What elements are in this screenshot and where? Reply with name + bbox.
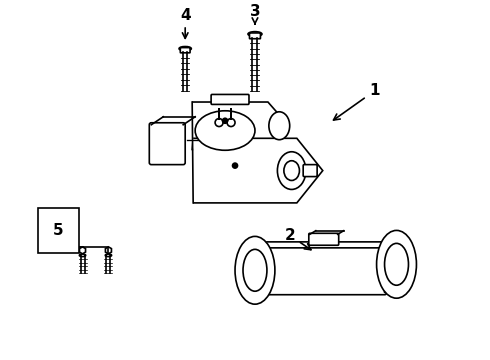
Ellipse shape [269,112,290,140]
Ellipse shape [277,152,306,189]
Polygon shape [385,242,396,293]
Ellipse shape [79,254,86,257]
Circle shape [215,118,223,127]
Ellipse shape [385,243,409,285]
FancyBboxPatch shape [303,165,317,177]
Ellipse shape [195,111,255,150]
FancyBboxPatch shape [309,233,339,245]
Ellipse shape [248,32,262,36]
Polygon shape [193,138,323,203]
Polygon shape [192,138,205,149]
FancyBboxPatch shape [211,94,249,104]
Ellipse shape [235,237,275,304]
Ellipse shape [243,249,267,291]
FancyBboxPatch shape [180,48,190,53]
Polygon shape [192,102,289,149]
Text: 2: 2 [285,228,311,250]
Ellipse shape [377,230,416,298]
Ellipse shape [105,254,112,257]
Circle shape [227,118,235,127]
Text: 1: 1 [334,84,380,120]
Polygon shape [255,242,396,248]
FancyBboxPatch shape [253,246,387,295]
FancyBboxPatch shape [249,33,261,39]
Ellipse shape [284,161,299,180]
Circle shape [233,163,238,168]
FancyBboxPatch shape [149,123,185,165]
Text: 3: 3 [250,4,260,19]
Text: 5: 5 [53,223,64,238]
Text: 4: 4 [180,8,191,23]
Ellipse shape [179,46,191,51]
Circle shape [222,118,227,123]
